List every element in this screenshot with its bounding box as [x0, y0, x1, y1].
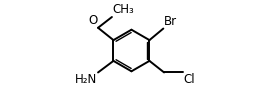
Text: CH₃: CH₃ — [113, 3, 134, 16]
Text: H₂N: H₂N — [75, 73, 97, 86]
Text: O: O — [88, 14, 97, 27]
Text: Cl: Cl — [183, 73, 195, 86]
Text: Br: Br — [164, 15, 177, 28]
